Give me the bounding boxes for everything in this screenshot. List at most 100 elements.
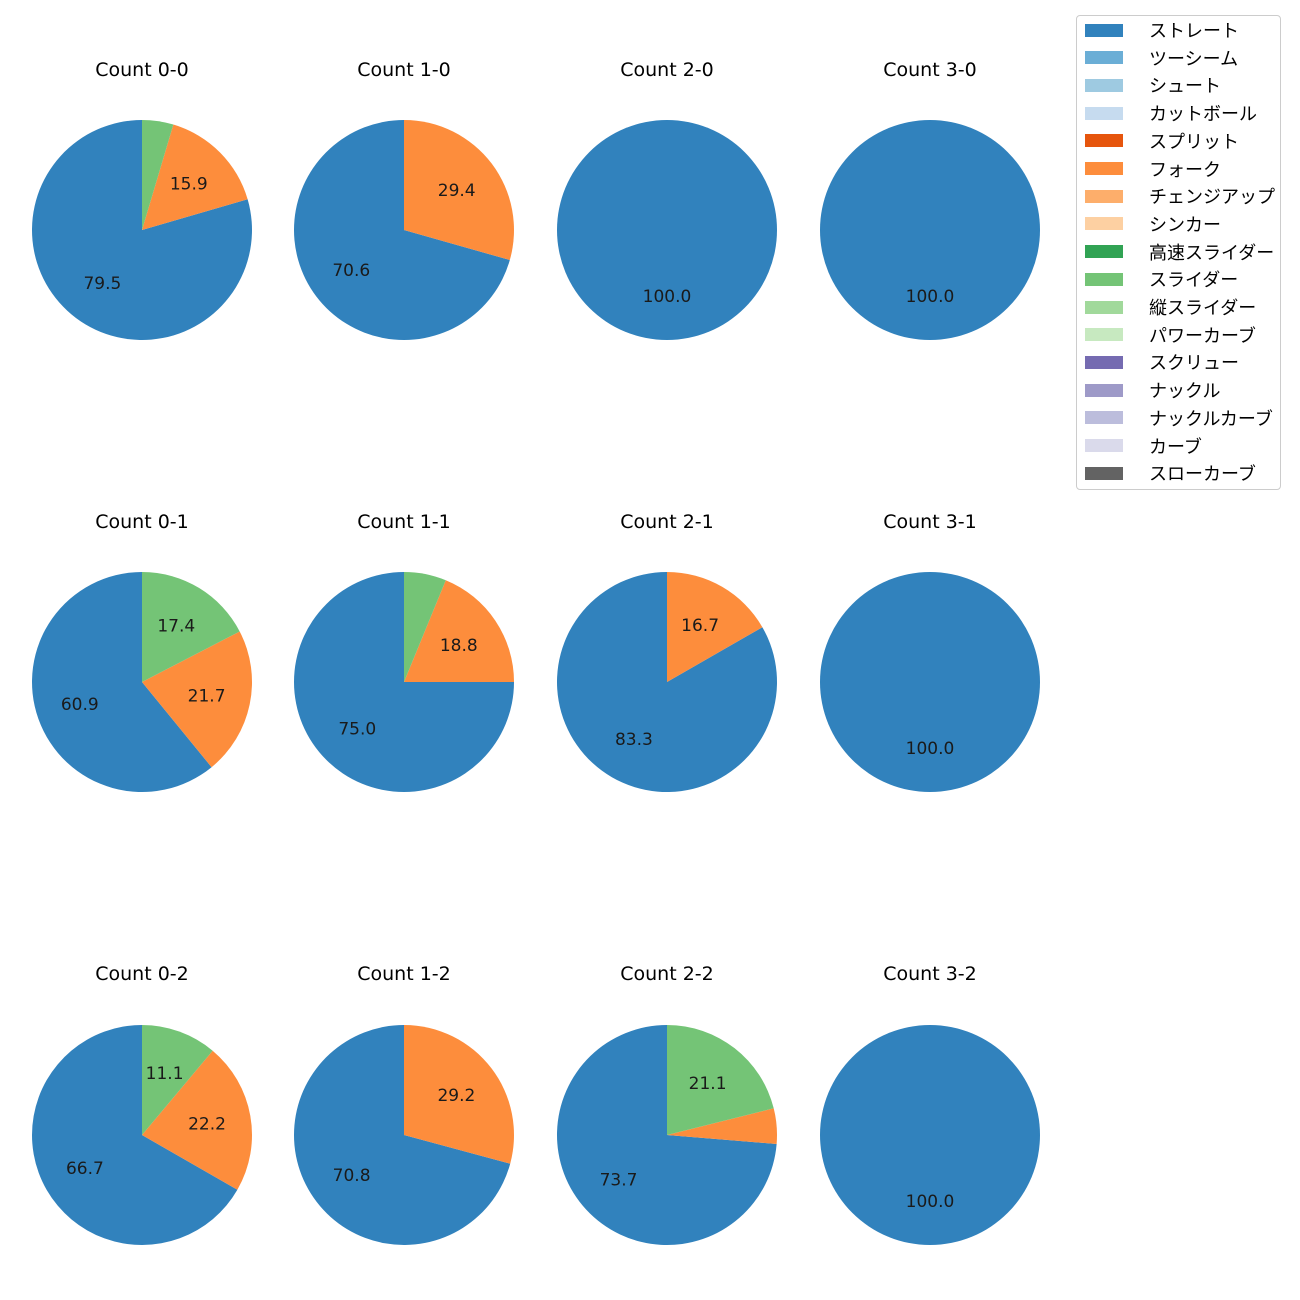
pie-count-0-1: Count 0-1 60.9 21.7 17.4 bbox=[32, 511, 253, 792]
pie-slice-label: 22.2 bbox=[188, 1114, 226, 1134]
legend-label: スクリュー bbox=[1149, 353, 1239, 375]
legend-swatch bbox=[1085, 355, 1123, 369]
legend-item: ツーシーム bbox=[1085, 47, 1239, 70]
legend-swatch bbox=[1085, 466, 1123, 480]
pie-slice bbox=[404, 580, 514, 682]
legend-label: ストレート bbox=[1149, 21, 1239, 42]
pie-slice-label: 75.0 bbox=[338, 720, 376, 740]
pie-slice bbox=[142, 571, 240, 682]
legend-swatch bbox=[1085, 328, 1123, 342]
legend-item: チェンジアップ bbox=[1085, 185, 1275, 208]
legend-swatch bbox=[1085, 51, 1123, 65]
pie-count-0-2: Count 0-2 66.7 22.2 11.1 bbox=[32, 963, 253, 1245]
legend-item: ナックルカーブ bbox=[1085, 407, 1273, 430]
legend-swatch bbox=[1085, 383, 1123, 397]
legend-swatch bbox=[1085, 78, 1123, 92]
legend-label: ナックル bbox=[1149, 381, 1221, 403]
pie-slice bbox=[820, 572, 1040, 792]
pie-slice bbox=[404, 120, 514, 261]
legend-swatch bbox=[1085, 272, 1123, 286]
pie-count-3-1: Count 3-1 100.0 bbox=[820, 511, 1040, 792]
pie-slice-label: 11.1 bbox=[146, 1064, 184, 1084]
legend-label: 高速スライダー bbox=[1149, 242, 1275, 264]
legend-label: ツーシーム bbox=[1149, 48, 1239, 70]
pie-slice bbox=[667, 1108, 777, 1144]
legend-item: ナックル bbox=[1085, 379, 1221, 403]
pie-slice bbox=[667, 1025, 774, 1135]
legend-item: スプリット bbox=[1085, 130, 1239, 153]
pie-title: Count 3-2 bbox=[883, 963, 977, 985]
legend-item: カットボール bbox=[1085, 102, 1257, 125]
pie-count-1-2: Count 1-2 70.8 29.2 bbox=[293, 963, 514, 1245]
legend-label: パワーカーブ bbox=[1149, 325, 1256, 347]
pie-count-3-2: Count 3-2 100.0 bbox=[820, 963, 1040, 1245]
legend-label: シュート bbox=[1149, 76, 1221, 98]
legend-swatch bbox=[1085, 189, 1123, 203]
pie-slice-label: 16.7 bbox=[681, 616, 719, 636]
pie-slice bbox=[667, 572, 763, 682]
legend-item: スライダー bbox=[1085, 268, 1239, 292]
legend-swatch bbox=[1085, 245, 1123, 259]
pie-slice-label: 100.0 bbox=[906, 1192, 955, 1212]
pie-slice-label: 100.0 bbox=[643, 287, 692, 307]
pie-slice-label: 29.2 bbox=[437, 1086, 475, 1106]
legend-label: ナックルカーブ bbox=[1149, 408, 1273, 430]
pie-title: Count 3-1 bbox=[883, 511, 977, 533]
pie-title: Count 2-1 bbox=[620, 511, 714, 533]
pie-slice bbox=[820, 1025, 1040, 1245]
pie-slice-label: 18.8 bbox=[440, 636, 478, 656]
pie-slice-label: 21.7 bbox=[188, 686, 226, 706]
pie-slice bbox=[142, 119, 174, 230]
pie-title: Count 2-2 bbox=[620, 963, 714, 985]
pie-slice-label: 100.0 bbox=[906, 287, 955, 307]
pie-slice bbox=[557, 120, 777, 340]
pie-slice-label: 15.9 bbox=[170, 175, 208, 195]
pie-count-2-2: Count 2-2 73.7 21.1 bbox=[556, 963, 777, 1246]
pie-slice bbox=[820, 120, 1040, 340]
pie-slice bbox=[142, 1025, 213, 1135]
pie-count-1-1: Count 1-1 75.0 18.8 bbox=[294, 511, 514, 792]
pie-title: Count 0-2 bbox=[95, 963, 189, 985]
pie-slice bbox=[293, 120, 510, 340]
pie-title: Count 0-1 bbox=[95, 511, 189, 533]
pie-slice bbox=[32, 572, 212, 792]
legend-label: スプリット bbox=[1149, 131, 1239, 153]
legend-item: 縦スライダー bbox=[1085, 296, 1257, 319]
pie-count-3-0: Count 3-0 100.0 bbox=[820, 59, 1040, 340]
pie-slice bbox=[142, 1050, 253, 1190]
pie-title: Count 0-0 bbox=[95, 59, 189, 81]
pie-count-0-0: Count 0-0 79.5 15.9 bbox=[31, 59, 252, 340]
legend-swatch bbox=[1085, 106, 1123, 120]
pie-slice bbox=[31, 119, 252, 340]
pie-slice bbox=[556, 1025, 777, 1246]
legend-label: スライダー bbox=[1149, 270, 1239, 292]
pie-slice-label: 17.4 bbox=[157, 617, 195, 637]
pie-slice bbox=[557, 572, 778, 792]
legend: ストレートツーシームシュートカットボールスプリットフォークチェンジアップ シンカー… bbox=[1076, 15, 1281, 490]
pie-slice-label: 70.8 bbox=[333, 1166, 371, 1186]
pie-slice bbox=[32, 1025, 238, 1245]
legend-item: ストレート bbox=[1085, 19, 1239, 42]
pie-count-1-0: Count 1-0 70.6 29.4 bbox=[293, 59, 514, 340]
pie-slice-label: 70.6 bbox=[332, 261, 370, 281]
legend-item: カーブ bbox=[1085, 435, 1202, 458]
legend-item: シンカー bbox=[1085, 213, 1221, 236]
pie-slice-label: 21.1 bbox=[689, 1074, 727, 1094]
pie-title: Count 1-1 bbox=[357, 511, 451, 533]
pie-slice-label: 60.9 bbox=[61, 695, 99, 715]
pie-slice bbox=[142, 631, 253, 768]
pie-slice bbox=[404, 572, 446, 682]
pie-slice-label: 83.3 bbox=[615, 730, 653, 750]
legend-item: パワーカーブ bbox=[1085, 324, 1256, 347]
legend-item: フォーク bbox=[1085, 158, 1221, 181]
pie-title: Count 1-0 bbox=[357, 59, 451, 81]
pie-slice-label: 73.7 bbox=[600, 1171, 638, 1191]
legend-swatch bbox=[1085, 23, 1123, 37]
pie-title: Count 2-0 bbox=[620, 59, 714, 81]
legend-label: 縦スライダー bbox=[1149, 298, 1257, 319]
pie-slice-label: 79.5 bbox=[83, 274, 121, 294]
legend-item: シュート bbox=[1085, 74, 1221, 98]
legend-swatch bbox=[1085, 162, 1123, 175]
pie-title: Count 1-2 bbox=[357, 963, 451, 985]
